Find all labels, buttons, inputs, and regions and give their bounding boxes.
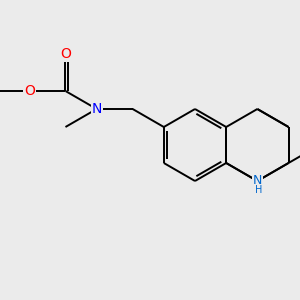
Text: O: O — [24, 84, 35, 98]
Text: H: H — [255, 185, 262, 195]
Text: N: N — [92, 102, 102, 116]
Text: O: O — [60, 47, 71, 61]
Text: N: N — [253, 175, 262, 188]
